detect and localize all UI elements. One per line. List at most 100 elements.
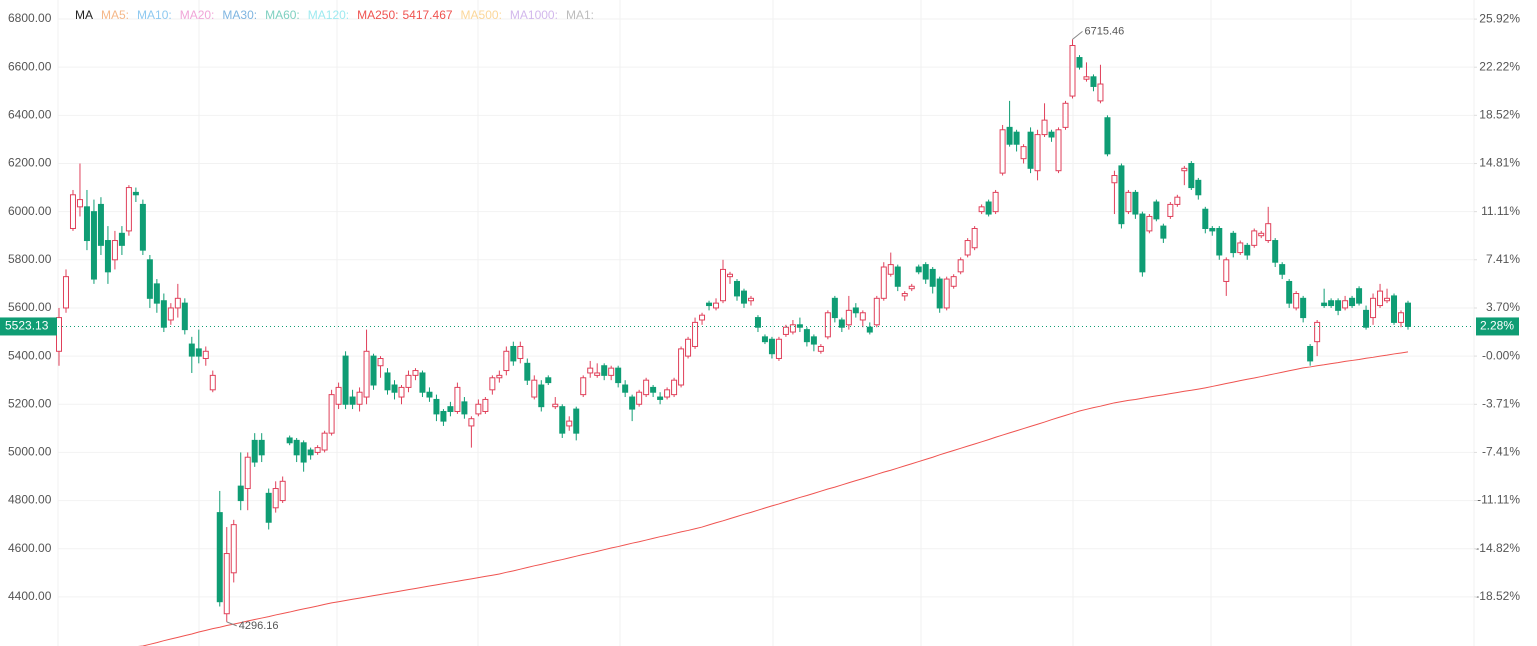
candle-body — [1146, 215, 1153, 232]
y2-tick-label: -3.71% — [1482, 396, 1520, 410]
legend-entry: MA10: — [137, 8, 172, 22]
candle-body — [636, 391, 643, 405]
candle-body — [139, 203, 146, 251]
candle-body — [782, 326, 789, 335]
y2-tick-label: 7.41% — [1486, 252, 1520, 266]
last-change-label: 2.28% — [1480, 319, 1514, 333]
candle-body — [454, 386, 461, 412]
candle-body — [356, 391, 363, 405]
candle-body — [160, 300, 167, 328]
candle-body — [573, 408, 580, 434]
candle-body — [286, 437, 293, 444]
candle-body — [929, 268, 936, 287]
candle-body — [188, 343, 195, 357]
candle-body — [817, 345, 824, 352]
candle-body — [510, 345, 517, 362]
legend-entry: MA5: — [101, 8, 129, 22]
candle-body — [69, 194, 76, 229]
y-tick-label: 6000.00 — [8, 204, 52, 218]
candle-body — [915, 266, 922, 273]
candle-body — [650, 386, 657, 393]
legend-entry: MA20: — [180, 8, 215, 22]
candle-body — [174, 297, 181, 309]
candle-body — [1125, 191, 1132, 213]
candle-body — [1132, 191, 1139, 215]
candle-body — [901, 293, 908, 297]
candle-body — [908, 285, 915, 290]
candle-body — [622, 384, 629, 393]
candle-body — [125, 187, 132, 232]
candle-body — [1174, 196, 1181, 205]
candle-body — [1202, 208, 1209, 229]
candle-body — [587, 367, 594, 374]
legend-entry: MA500: — [461, 8, 502, 22]
candle-body — [957, 259, 964, 273]
candle-body — [1237, 242, 1244, 254]
candle-body — [1391, 295, 1398, 323]
candle-body — [272, 488, 279, 509]
candle-body — [608, 367, 615, 376]
candle-body — [789, 324, 796, 333]
candle-body — [664, 389, 671, 398]
candle-body — [237, 485, 244, 502]
candle-body — [223, 553, 230, 615]
candle-body — [692, 321, 699, 347]
y-tick-label: 5000.00 — [8, 445, 52, 459]
candle-body — [1244, 244, 1251, 256]
candle-body — [398, 386, 405, 398]
candle-body — [1104, 117, 1111, 155]
candle-body — [1335, 300, 1342, 311]
candle-body — [482, 398, 489, 412]
candle-body — [1139, 213, 1146, 273]
candle-body — [1055, 129, 1062, 172]
candle-body — [1300, 297, 1307, 319]
max-label: 6715.46 — [1084, 25, 1124, 37]
candle-body — [412, 370, 419, 376]
candle-body — [1405, 302, 1411, 327]
y-tick-label: 5800.00 — [8, 252, 52, 266]
candle-body — [83, 206, 90, 242]
candle-body — [1314, 321, 1321, 343]
candle-body — [964, 240, 971, 256]
legend-entry: MA1: — [566, 8, 594, 22]
candle-body — [307, 449, 314, 456]
y-tick-label: 6600.00 — [8, 59, 52, 73]
y2-tick-label: 22.22% — [1479, 59, 1520, 73]
candle-body — [503, 350, 510, 372]
candle-body — [643, 379, 650, 396]
candle-body — [1041, 119, 1048, 136]
candle-body — [1188, 162, 1195, 189]
candle-body — [845, 309, 852, 326]
candle-body — [873, 297, 880, 326]
candle-body — [1251, 230, 1258, 246]
candle-body — [922, 264, 929, 280]
candles — [56, 39, 1411, 622]
candle-body — [440, 410, 447, 422]
candle-body — [992, 191, 999, 213]
candle-body — [880, 266, 887, 299]
candle-body — [1195, 179, 1202, 196]
candle-body — [300, 442, 307, 463]
candle-body — [391, 384, 398, 393]
candle-body — [1349, 297, 1356, 307]
candle-body — [111, 240, 118, 261]
y-tick-label: 5400.00 — [8, 348, 52, 362]
candle-body — [1062, 102, 1069, 128]
candle-body — [1356, 288, 1363, 304]
candle-body — [538, 384, 545, 408]
y2-tick-label: -7.41% — [1482, 445, 1520, 459]
candle-body — [824, 312, 831, 338]
candle-body — [461, 401, 468, 415]
candle-body — [1279, 264, 1286, 275]
max-pointer — [1072, 30, 1083, 40]
candle-body — [678, 348, 685, 386]
candle-body — [1048, 131, 1055, 138]
candle-body — [740, 290, 747, 304]
candle-body — [1328, 300, 1335, 307]
candle-body — [279, 480, 286, 502]
candle-body — [971, 227, 978, 249]
legend-value: 5417.467 — [402, 8, 452, 22]
candle-body — [978, 206, 985, 213]
candle-body — [629, 396, 636, 410]
